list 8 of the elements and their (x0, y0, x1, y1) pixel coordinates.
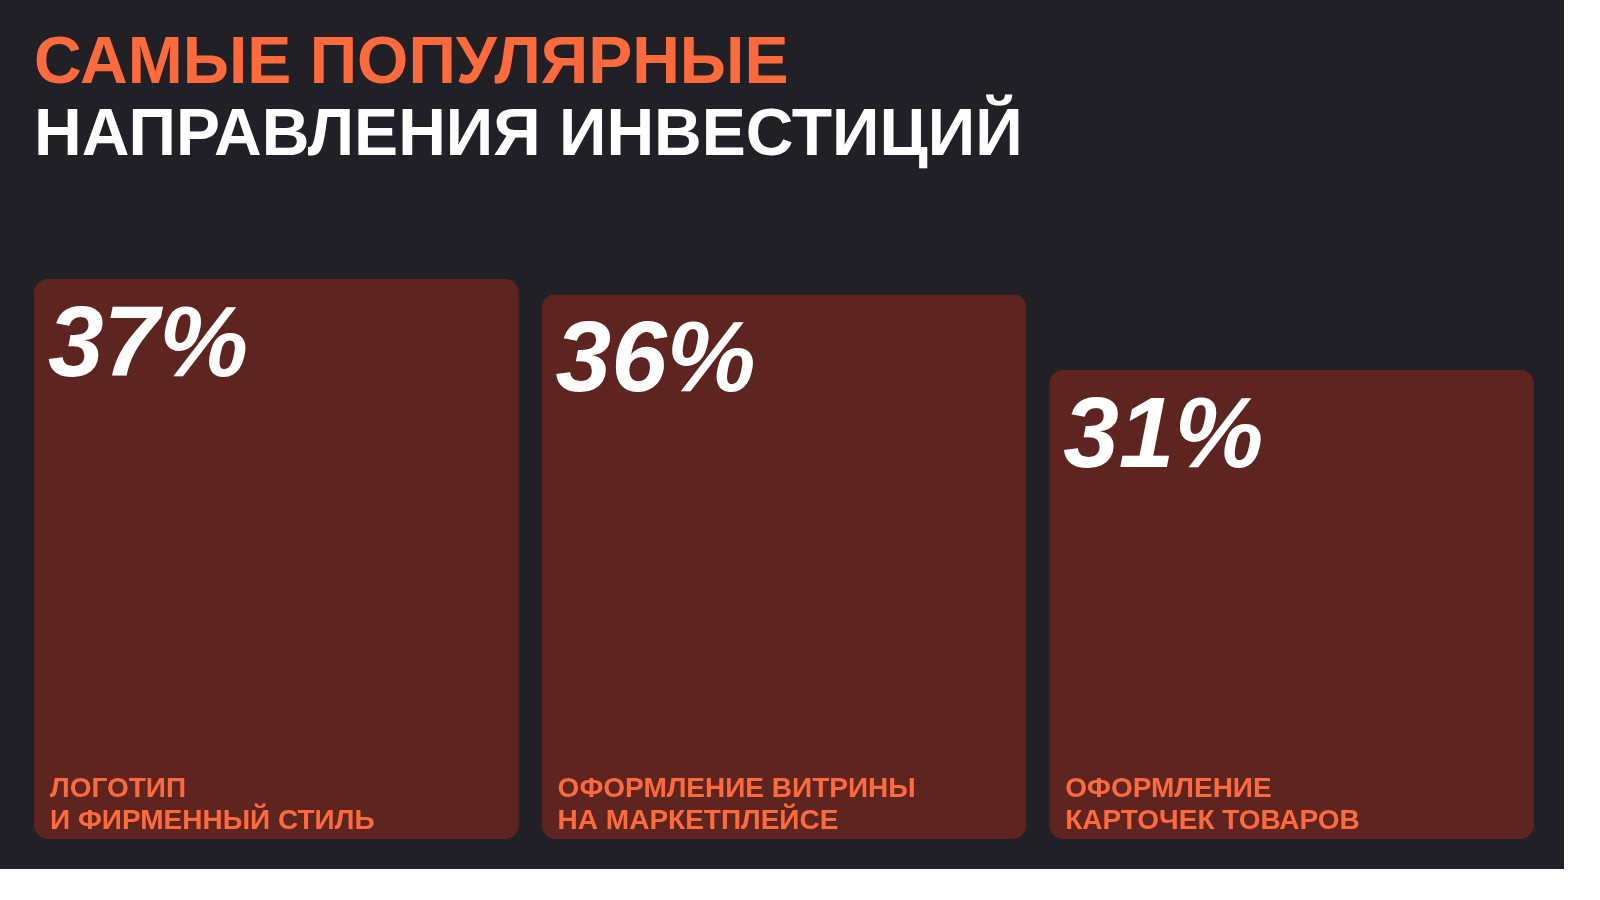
chart-subtitle: НАПРАВЛЕНИЯ ИНВЕСТИЦИЙ (34, 94, 1023, 169)
x-tick-label: ОФОРМЛЕНИЕ КАРТОЧЕК ТОВАРОВ (1065, 772, 1360, 835)
x-tick-label: ЛОГОТИП И ФИРМЕННЫЙ СТИЛЬ (50, 772, 375, 835)
x-tick-label: ОФОРМЛЕНИЕ ВИТРИНЫ НА МАРКЕТПЛЕЙСЕ (557, 772, 916, 835)
chart-title: САМЫЕ ПОПУЛЯРНЫЕ (34, 23, 789, 97)
data-label: 37% (48, 285, 249, 397)
data-label: 31% (1063, 375, 1264, 488)
data-label: 36% (555, 300, 756, 413)
